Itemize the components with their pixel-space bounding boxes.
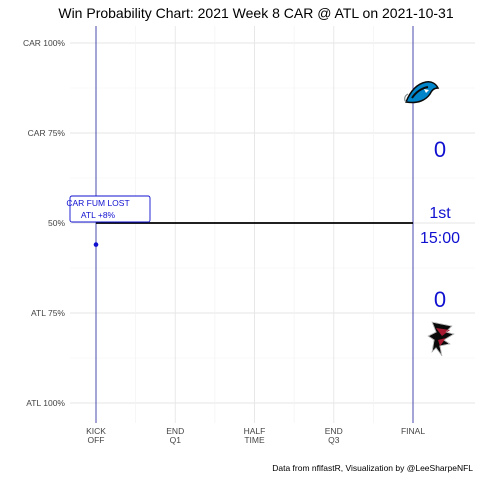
annotation-box xyxy=(69,195,151,223)
chart-title: Win Probability Chart: 2021 Week 8 CAR @… xyxy=(58,5,453,21)
panthers-logo-icon xyxy=(404,81,440,104)
y-tick-label: ATL 100% xyxy=(26,398,65,408)
annotation-line1: CAR FUM LOST xyxy=(66,198,129,208)
y-tick-label: 50% xyxy=(48,218,65,228)
x-tick-label: FINAL xyxy=(401,426,425,436)
x-tick-label: END xyxy=(166,426,184,436)
x-tick-label: KICK xyxy=(86,426,106,436)
annotation-line2: ATL +8% xyxy=(81,210,116,220)
away-score: 0 xyxy=(434,137,446,162)
x-tick-label-line2: TIME xyxy=(244,435,265,445)
x-tick-label: END xyxy=(325,426,343,436)
chart-caption: Data from nflfastR, Visualization by @Le… xyxy=(272,463,473,473)
play-annotation: CAR FUM LOST ATL +8% xyxy=(66,195,151,223)
y-tick-label: CAR 100% xyxy=(23,38,65,48)
y-axis-ticks: CAR 100% CAR 75% 50% ATL 75% ATL 100% xyxy=(23,38,66,408)
falcons-logo-icon xyxy=(427,321,456,357)
x-tick-label-line2: Q1 xyxy=(170,435,182,445)
x-tick-label: HALF xyxy=(244,426,266,436)
y-tick-label: ATL 75% xyxy=(31,308,65,318)
y-tick-label: CAR 75% xyxy=(28,128,66,138)
play-points xyxy=(93,242,99,247)
game-clock: 15:00 xyxy=(420,230,460,247)
play-point xyxy=(93,242,99,247)
grid-lines xyxy=(70,26,475,423)
home-score: 0 xyxy=(434,287,446,312)
x-tick-label-line2: Q3 xyxy=(328,435,340,445)
x-tick-label-line2: OFF xyxy=(88,435,105,445)
quarter-label: 1st xyxy=(429,205,451,222)
